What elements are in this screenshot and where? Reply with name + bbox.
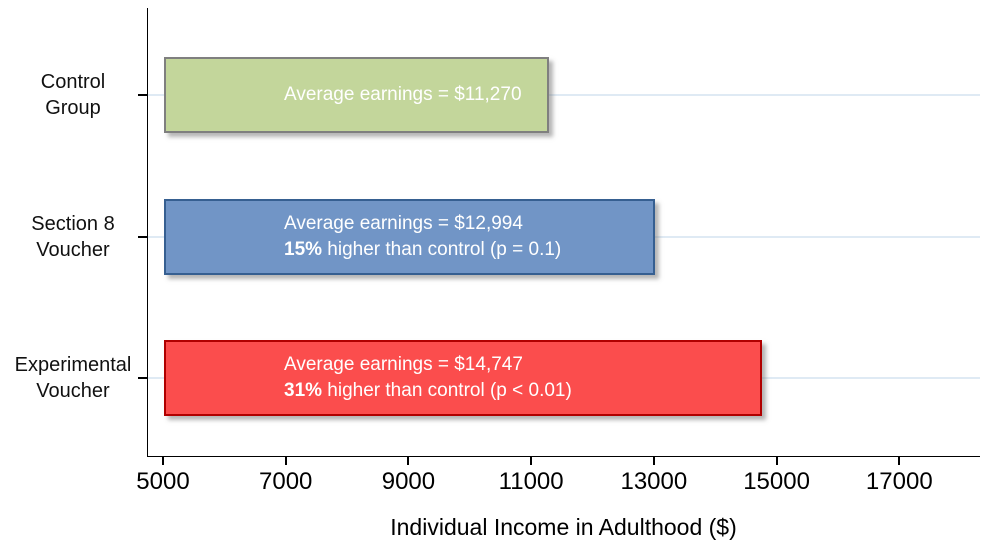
x-axis-tick: [407, 457, 410, 465]
y-axis-label-line: Experimental: [14, 354, 132, 376]
y-axis-tick: [138, 94, 147, 96]
y-axis-tick: [138, 377, 147, 379]
bar-section-8-voucher: Average earnings = $12,994 15% higher tha…: [164, 199, 655, 275]
x-axis-tick-label: 15000: [743, 468, 810, 495]
bar-annotation-line1: Average earnings = $12,994: [284, 213, 523, 234]
x-axis-tick-label: 5000: [136, 468, 190, 495]
x-axis-tick: [284, 457, 287, 465]
y-axis-tick: [138, 236, 147, 238]
y-axis-label-line: Section 8: [31, 213, 115, 235]
y-axis-label-control-group: Control Group: [2, 69, 144, 121]
x-axis-title: Individual Income in Adulthood ($): [390, 514, 737, 540]
bar-annotation-line2: 15% higher than control (p = 0.1): [284, 239, 562, 260]
bar-annotation-line1: Average earnings = $14,747: [284, 354, 523, 375]
bar-annotation-pct: 15%: [284, 239, 323, 260]
bar-control-group: Average earnings = $11,270: [164, 57, 549, 133]
y-axis-label-line: Voucher: [36, 380, 110, 402]
x-axis-tick-label: 9000: [381, 468, 436, 495]
x-axis-tick: [652, 457, 655, 465]
x-axis-tick-label: 17000: [865, 468, 933, 495]
y-axis-label-section-8-voucher: Section 8 Voucher: [2, 211, 144, 263]
bar-annotation-line2: 31% higher than control (p < 0.01): [284, 380, 572, 401]
y-axis-label-line: Voucher: [36, 239, 110, 261]
bar-experimental-voucher: Average earnings = $14,747 31% higher tha…: [164, 340, 763, 416]
x-axis-tick: [775, 457, 778, 465]
x-axis-tick-label: 11000: [498, 468, 564, 495]
plot-area: Average earnings = $11,270 Average earnin…: [147, 8, 980, 457]
x-axis-tick-label: 7000: [259, 468, 313, 495]
gridline: [148, 94, 980, 96]
y-axis-label-line: Group: [45, 97, 101, 119]
y-axis-label-line: Control: [40, 71, 106, 93]
bar-annotation-pct: 31%: [284, 380, 323, 401]
x-axis-tick: [898, 457, 901, 465]
x-axis-tick: [530, 457, 533, 465]
y-axis-label-experimental-voucher: Experimental Voucher: [2, 352, 144, 404]
x-axis-tick-label: 13000: [620, 468, 688, 495]
x-axis-tick: [162, 457, 164, 465]
bar-annotation-line1: Average earnings = $11,270: [284, 84, 522, 105]
